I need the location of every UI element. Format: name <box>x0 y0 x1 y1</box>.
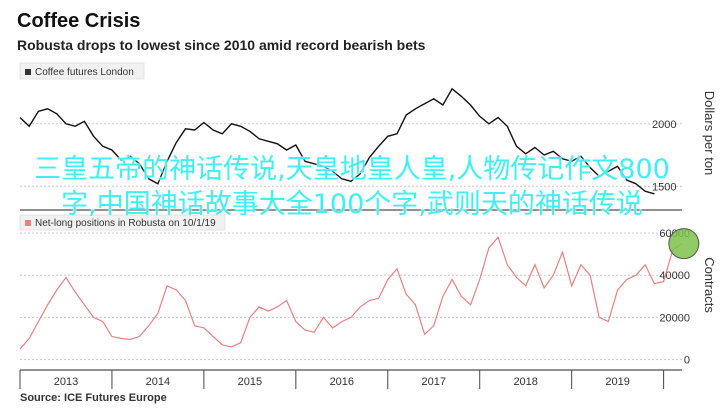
top-y-axis-title: Dollars per ton <box>702 91 717 176</box>
legend-bottom-box <box>19 214 226 231</box>
x-tick-label: 2017 <box>422 376 446 388</box>
top-y-axis-ticks: 1500 2000 <box>652 119 676 194</box>
bottom-y-tick-label: 40000 <box>659 270 690 282</box>
net-long-positions-line <box>19 236 683 350</box>
bottom-y-tick-label: 20000 <box>659 312 690 324</box>
bottom-y-axis-title: Contracts <box>702 257 717 313</box>
chart-subtitle: Robusta drops to lowest since 2010 amid … <box>17 37 426 53</box>
x-tick-label: 2019 <box>605 376 629 388</box>
top-y-tick-label: 2000 <box>652 119 676 131</box>
legend-bottom-swatch <box>25 220 31 226</box>
legend-top-label: Coffee futures London <box>35 67 134 78</box>
top-y-tick-label: 1500 <box>652 181 676 193</box>
chart-title: Coffee Crisis <box>17 10 141 32</box>
legend-top: Coffee futures London <box>19 62 145 80</box>
x-axis-ticks: 2013 2014 2015 2016 2017 2018 2019 <box>19 370 665 389</box>
legend-top-box <box>19 62 145 80</box>
chart-source: Source: ICE Futures Europe <box>20 392 167 404</box>
legend-bottom-label: Net-long positions in Robusta on 10/1/19 <box>35 218 216 229</box>
legend-top-swatch <box>25 69 31 75</box>
x-tick-label: 2013 <box>54 376 78 388</box>
x-tick-label: 2016 <box>330 376 354 388</box>
x-tick-label: 2018 <box>513 376 537 388</box>
coffee-futures-line <box>19 87 655 195</box>
x-tick-label: 2015 <box>238 376 262 388</box>
x-tick-label: 2014 <box>146 376 170 388</box>
overlay-watermark-text: 三皇五帝的神话传说,天皇地皇人皇,人物传记作文800字,中国神话故事大全100个… <box>34 154 670 220</box>
bottom-y-tick-label: 0 <box>684 355 690 367</box>
legend-bottom: Net-long positions in Robusta on 10/1/19 <box>19 214 226 231</box>
latest-value-highlight <box>668 228 700 260</box>
